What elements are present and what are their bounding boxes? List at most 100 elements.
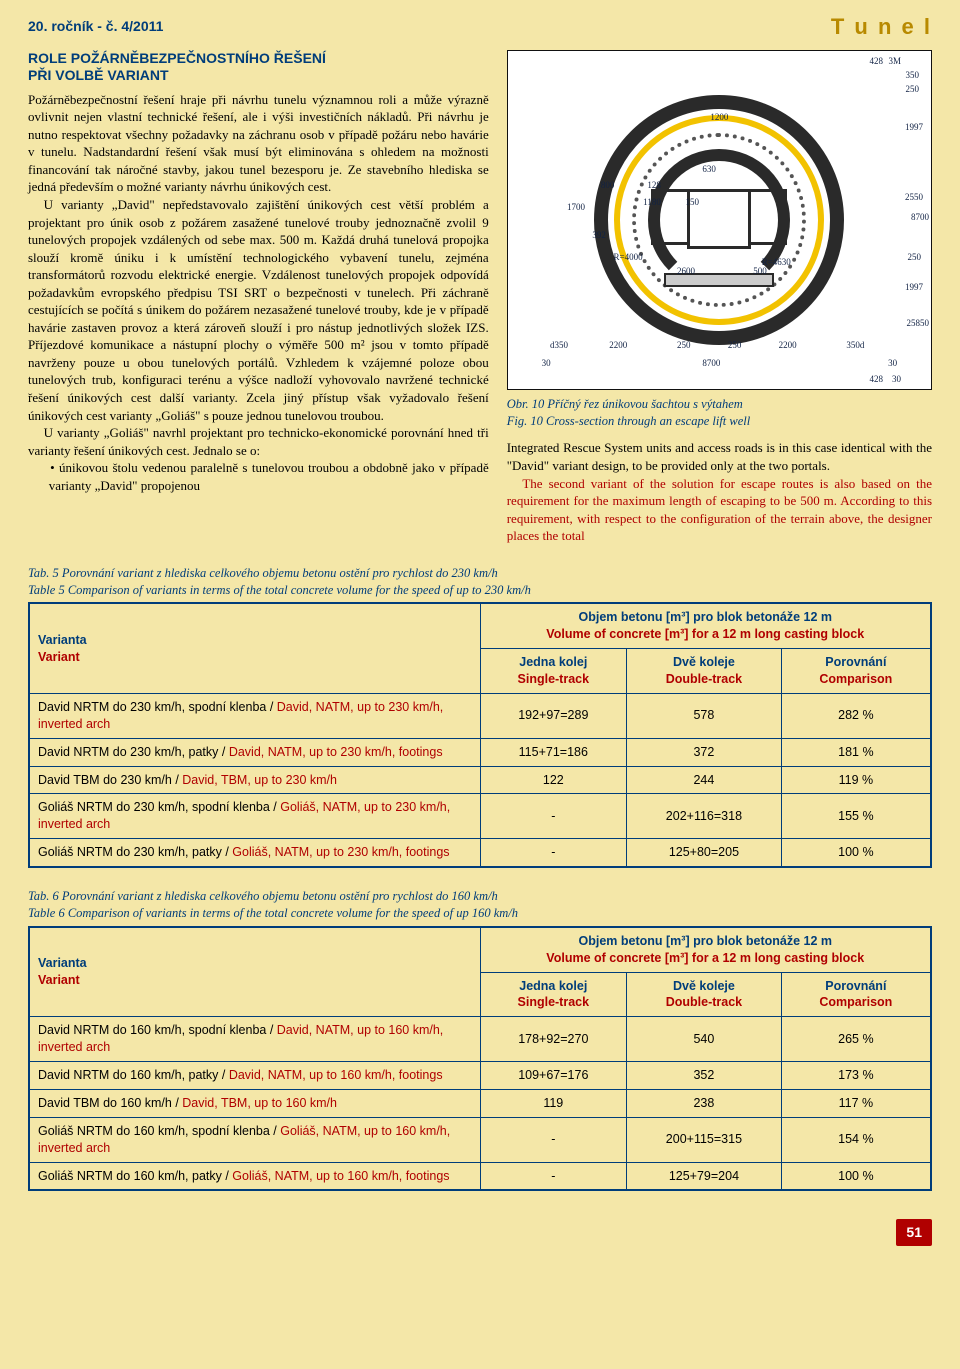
table-row: Goliáš NRTM do 230 km/h, patky / Goliáš,… [29, 839, 931, 867]
paragraph-3: U varianty „Goliáš" navrhl projektant pr… [28, 424, 489, 459]
table-row: David NRTM do 230 km/h, spodní klenba / … [29, 693, 931, 738]
table-cell-single: - [480, 1162, 627, 1190]
content-columns: ROLE POŽÁRNĚBEZPEČNOSTNÍHO ŘEŠENÍ PŘI VO… [28, 50, 932, 545]
table-cell-variant: David NRTM do 160 km/h, patky / David, N… [29, 1062, 480, 1090]
table5-hdr-volume: Objem betonu [m³] pro blok betonáže 12 m… [480, 603, 931, 648]
table-cell-single: 115+71=186 [480, 738, 627, 766]
dim-label: 25850 [907, 317, 930, 329]
table-cell-single: 122 [480, 766, 627, 794]
table-cell-variant: David NRTM do 230 km/h, patky / David, N… [29, 738, 480, 766]
table6-sub-double-cs: Dvě koleje [635, 978, 773, 995]
table-cell-comparison: 100 % [781, 839, 931, 867]
dim-label: 2550 [905, 191, 923, 203]
table-cell-double: 200+115=315 [627, 1117, 782, 1162]
table-row: David TBM do 230 km/h / David, TBM, up t… [29, 766, 931, 794]
table6-hdr-volume: Objem betonu [m³] pro blok betonáže 12 m… [480, 927, 931, 972]
table-cell-single: 178+92=270 [480, 1017, 627, 1062]
issue-label: 20. ročník - č. 4/2011 [28, 17, 163, 36]
table-cell-variant: David TBM do 160 km/h / David, TBM, up t… [29, 1089, 480, 1117]
dim-label: 2200 [779, 339, 797, 351]
table-cell-double: 202+116=318 [627, 794, 782, 839]
table-cell-comparison: 173 % [781, 1062, 931, 1090]
table-cell-comparison: 100 % [781, 1162, 931, 1190]
table5-caption-en: Table 5 Comparison of variants in terms … [28, 582, 932, 599]
journal-logo: T u n e l [831, 12, 932, 42]
table6-hdr-variant-en: Variant [38, 972, 472, 989]
table-cell-double: 540 [627, 1017, 782, 1062]
dim-label: 8700 [911, 211, 929, 223]
dim-label: R=4630 [762, 256, 791, 268]
dim-label: 350 [906, 69, 920, 81]
table5-sub-single: Jedna kolej Single-track [480, 649, 627, 694]
dim-label: 1700 [567, 201, 585, 213]
dim-label: 30 [892, 373, 901, 385]
table-cell-double: 238 [627, 1089, 782, 1117]
table-cell-single: - [480, 839, 627, 867]
dim-label: 128 [647, 179, 661, 191]
table6-hdr-variant-cs: Varianta [38, 955, 472, 972]
dim-label: 1200 [710, 111, 728, 123]
table6-hdr-volume-en: Volume of concrete [m³] for a 12 m long … [489, 950, 923, 967]
table-cell-double: 244 [627, 766, 782, 794]
dim-label: 30 [542, 357, 551, 369]
dim-label: 250 [908, 251, 922, 263]
table-cell-variant: Goliáš NRTM do 230 km/h, spodní klenba /… [29, 794, 480, 839]
paragraph-1: Požárněbezpečnostní řešení hraje při náv… [28, 91, 489, 196]
table5: Varianta Variant Objem betonu [m³] pro b… [28, 602, 932, 868]
right-paragraphs: Integrated Rescue System units and acces… [507, 439, 932, 544]
dim-label: 428 [870, 55, 884, 67]
dim-label: 8700 [702, 357, 720, 369]
table5-sub-comparison-en: Comparison [790, 671, 922, 688]
section-heading: ROLE POŽÁRNĚBEZPEČNOSTNÍHO ŘEŠENÍ PŘI VO… [28, 50, 489, 85]
table-cell-comparison: 155 % [781, 794, 931, 839]
top-bar: 20. ročník - č. 4/2011 T u n e l [28, 12, 932, 42]
table5-sub-single-cs: Jedna kolej [489, 654, 619, 671]
right-column: 428 3M 350 250 1997 1200 630 800 128 170… [507, 50, 932, 545]
table-cell-double: 352 [627, 1062, 782, 1090]
table6-sub-double: Dvě koleje Double-track [627, 972, 782, 1017]
table-cell-single: - [480, 1117, 627, 1162]
table-cell-comparison: 154 % [781, 1117, 931, 1162]
dim-label: 1997 [905, 281, 923, 293]
dim-label: 392 [592, 229, 606, 241]
table5-sub-comparison-cs: Porovnání [790, 654, 922, 671]
table-cell-single: - [480, 794, 627, 839]
table-row: David NRTM do 160 km/h, spodní klenba / … [29, 1017, 931, 1062]
table6-caption-cs: Tab. 6 Porovnání variant z hlediska celk… [28, 888, 932, 905]
diagram-outer-ring [594, 95, 844, 345]
table5-sub-single-en: Single-track [489, 671, 619, 688]
table6-sub-double-en: Double-track [635, 994, 773, 1011]
table-cell-variant: Goliáš NRTM do 160 km/h, patky / Goliáš,… [29, 1162, 480, 1190]
page-number-container: 51 [28, 1219, 932, 1246]
dim-label: 2600 [677, 265, 695, 277]
dim-label: 2200 [609, 339, 627, 351]
table-row: David NRTM do 160 km/h, patky / David, N… [29, 1062, 931, 1090]
left-column: ROLE POŽÁRNĚBEZPEČNOSTNÍHO ŘEŠENÍ PŘI VO… [28, 50, 489, 545]
dim-label: 150 [685, 196, 699, 208]
figure-caption-cs: Obr. 10 Příčný řez únikovou šachtou s vý… [507, 396, 932, 413]
table6-hdr-variant: Varianta Variant [29, 927, 480, 1017]
diagram-right-bracket [751, 189, 787, 245]
figure-caption-en: Fig. 10 Cross-section through an escape … [507, 413, 932, 430]
table-cell-single: 192+97=289 [480, 693, 627, 738]
table6-sub-single-cs: Jedna kolej [489, 978, 619, 995]
dim-label: 1180 [643, 196, 661, 208]
dim-label: 428 [870, 373, 884, 385]
table5-sub-double: Dvě koleje Double-track [627, 649, 782, 694]
table-cell-variant: David NRTM do 160 km/h, spodní klenba / … [29, 1017, 480, 1062]
dim-label: 800 [601, 179, 615, 191]
table6-sub-single-en: Single-track [489, 994, 619, 1011]
table5-hdr-volume-en: Volume of concrete [m³] for a 12 m long … [489, 626, 923, 643]
heading-line2: PŘI VOLBĚ VARIANT [28, 67, 169, 83]
dim-label: 30 [888, 357, 897, 369]
table-row: Goliáš NRTM do 230 km/h, spodní klenba /… [29, 794, 931, 839]
dim-label: 250 [677, 339, 691, 351]
table-cell-double: 578 [627, 693, 782, 738]
dim-label: 630 [702, 163, 716, 175]
table5-sub-double-en: Double-track [635, 671, 773, 688]
table-row: David NRTM do 230 km/h, patky / David, N… [29, 738, 931, 766]
table-cell-variant: David TBM do 230 km/h / David, TBM, up t… [29, 766, 480, 794]
table-cell-variant: David NRTM do 230 km/h, spodní klenba / … [29, 693, 480, 738]
page-number: 51 [896, 1219, 932, 1246]
table6-caption-en: Table 6 Comparison of variants in terms … [28, 905, 932, 922]
